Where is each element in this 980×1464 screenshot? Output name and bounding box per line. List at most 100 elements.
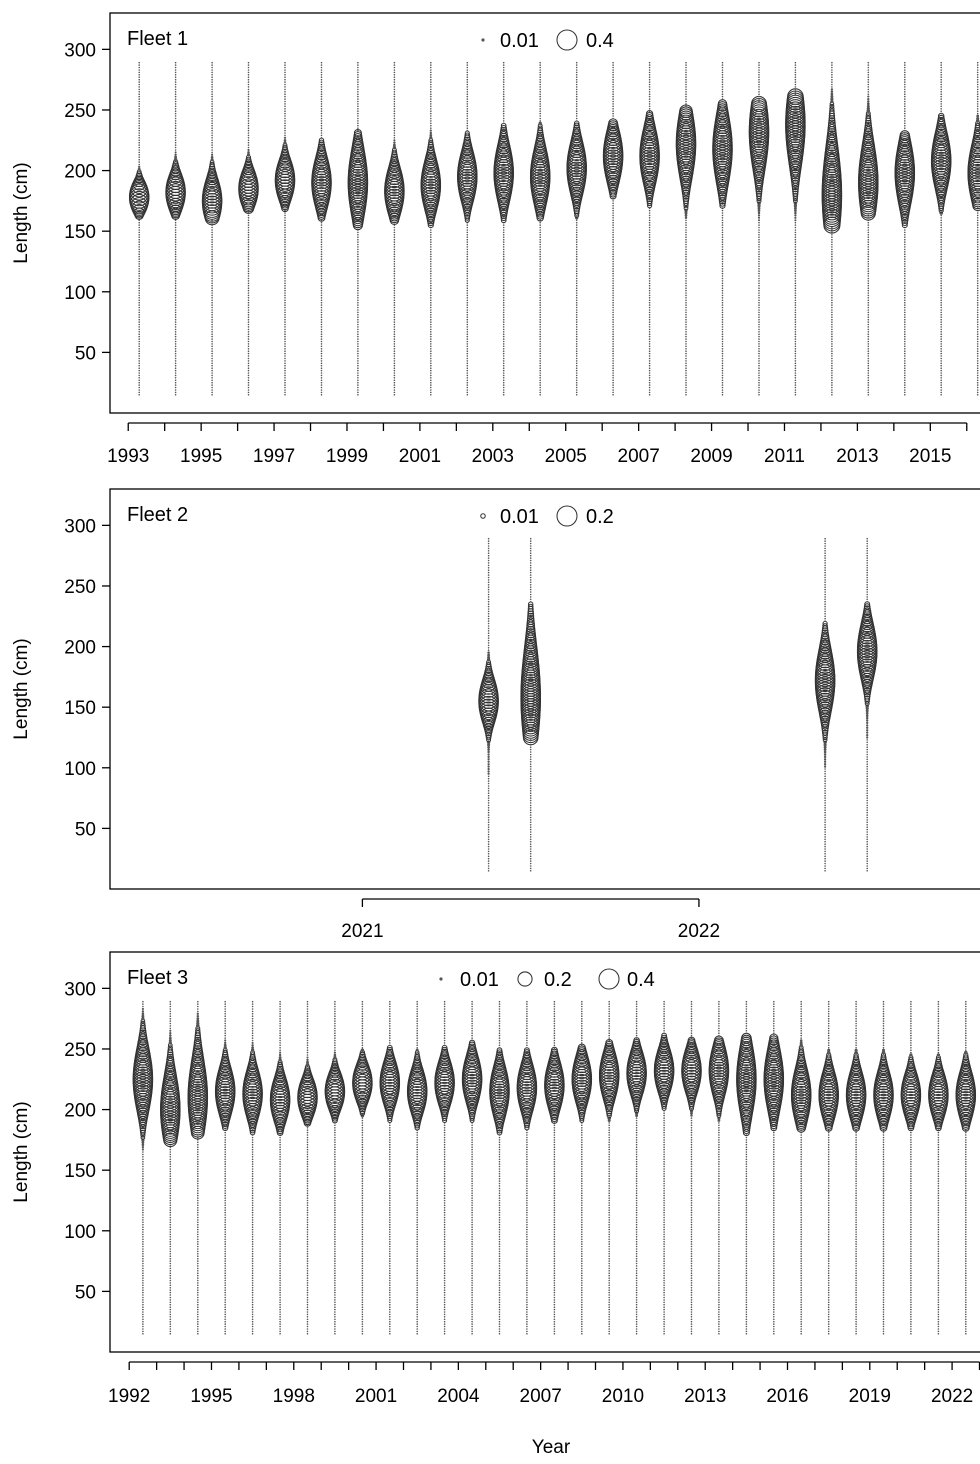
length-bubble — [488, 632, 490, 634]
length-bubble — [211, 321, 213, 323]
length-bubble — [142, 1255, 144, 1257]
length-bubble — [211, 319, 213, 321]
length-bubble — [467, 365, 469, 367]
length-bubble — [430, 389, 432, 391]
length-bubble — [307, 1142, 309, 1144]
length-bubble — [612, 106, 614, 108]
length-bubble — [307, 1132, 309, 1134]
length-bubble — [977, 234, 979, 236]
length-bubble — [530, 797, 532, 799]
length-bubble — [722, 358, 724, 360]
length-bubble — [284, 261, 286, 263]
length-bubble — [224, 1243, 226, 1245]
length-bubble — [940, 309, 942, 311]
length-bubble — [279, 1319, 281, 1321]
length-bubble — [252, 1175, 254, 1177]
length-bubble — [824, 543, 826, 545]
length-bubble — [394, 316, 396, 318]
length-bubble — [138, 106, 140, 108]
length-bubble — [252, 1137, 254, 1139]
length-bubble — [868, 76, 870, 78]
length-bubble — [170, 1226, 172, 1228]
length-bubble — [530, 540, 532, 542]
length-bubble — [357, 81, 359, 83]
length-bubble — [488, 552, 490, 554]
length-bubble — [612, 253, 614, 255]
length-bubble — [868, 86, 870, 88]
length-bubble — [467, 106, 469, 108]
length-bubble — [321, 127, 323, 129]
length-bubble — [211, 329, 213, 331]
length-bubble — [868, 253, 870, 255]
length-bubble — [612, 304, 614, 306]
length-bubble — [307, 1224, 309, 1226]
length-bubble — [224, 1032, 226, 1034]
length-bubble — [279, 1297, 281, 1299]
length-bubble — [866, 599, 868, 601]
length-bubble — [722, 307, 724, 309]
length-bubble — [321, 251, 323, 253]
length-bubble — [795, 363, 797, 365]
length-bubble — [612, 232, 614, 234]
length-bubble — [284, 132, 286, 134]
length-bubble — [940, 375, 942, 377]
length-bubble — [467, 336, 469, 338]
length-bubble — [612, 86, 614, 88]
length-bubble — [795, 348, 797, 350]
length-bubble — [394, 285, 396, 287]
length-bubble — [175, 93, 177, 95]
length-bubble — [211, 147, 213, 149]
length-bubble — [866, 584, 868, 586]
length-bubble — [321, 79, 323, 81]
length-bubble — [394, 64, 396, 66]
length-bubble — [685, 375, 687, 377]
legend-label: 0.01 — [460, 969, 499, 991]
length-bubble — [539, 64, 541, 66]
length-bubble — [248, 72, 250, 74]
length-bubble — [977, 241, 979, 243]
length-bubble — [795, 263, 797, 265]
length-bubble — [576, 304, 578, 306]
length-bubble — [284, 229, 286, 231]
length-bubble — [824, 790, 826, 792]
length-bubble — [284, 380, 286, 382]
length-bubble — [530, 543, 532, 545]
length-bubble — [758, 297, 760, 299]
length-bubble — [722, 93, 724, 95]
length-bubble — [539, 304, 541, 306]
length-bubble — [467, 324, 469, 326]
length-bubble — [685, 280, 687, 282]
length-bubble — [284, 74, 286, 76]
length-bubble — [722, 314, 724, 316]
y-tick-label: 250 — [64, 1040, 96, 1061]
length-bubble — [138, 355, 140, 357]
length-bubble — [307, 1159, 309, 1161]
length-bubble — [866, 776, 868, 778]
length-bubble — [904, 273, 906, 275]
length-bubble — [142, 1190, 144, 1192]
length-bubble — [284, 81, 286, 83]
length-bubble — [307, 1319, 309, 1321]
length-bubble — [758, 268, 760, 270]
length-bubble — [824, 822, 826, 824]
length-bubble — [211, 372, 213, 374]
length-bubble — [576, 236, 578, 238]
length-bubble — [649, 239, 651, 241]
length-bubble — [831, 69, 833, 71]
length-bubble — [224, 1268, 226, 1270]
length-bubble — [940, 285, 942, 287]
length-bubble — [539, 365, 541, 367]
length-bubble — [940, 266, 942, 268]
length-bubble — [142, 1159, 144, 1161]
plot-frame — [110, 489, 980, 889]
length-bubble — [503, 333, 505, 335]
length-bubble — [685, 67, 687, 69]
length-bubble — [488, 628, 490, 630]
length-bubble — [649, 355, 651, 357]
length-bubble — [539, 326, 541, 328]
length-bubble — [612, 367, 614, 369]
length-bubble — [977, 256, 979, 258]
length-bubble — [940, 382, 942, 384]
length-bubble — [357, 103, 359, 105]
length-bubble — [197, 1195, 199, 1197]
